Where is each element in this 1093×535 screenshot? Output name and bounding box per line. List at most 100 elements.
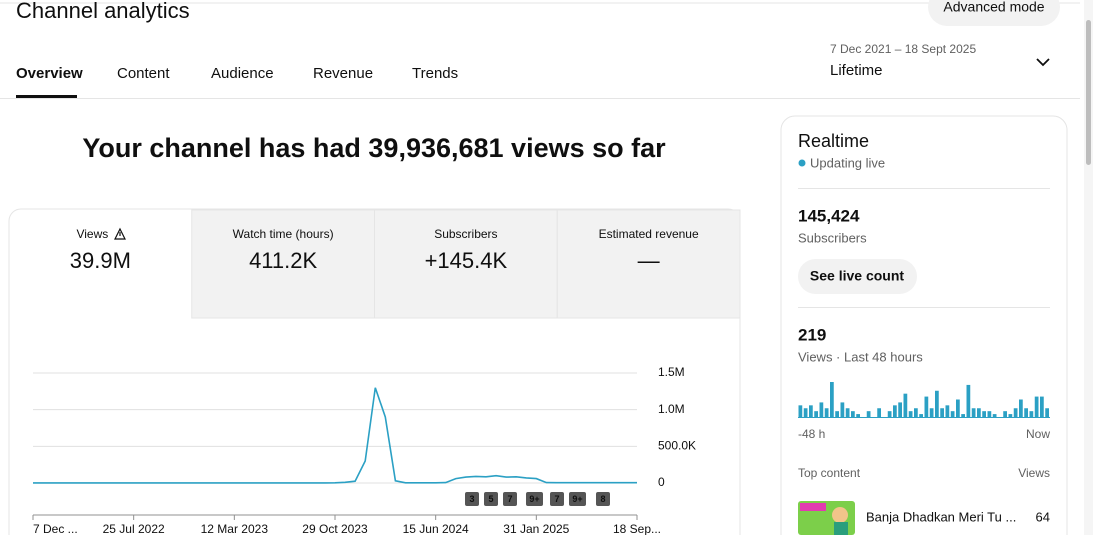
realtime-bar <box>814 411 818 417</box>
thumbnail-art <box>832 507 848 523</box>
annotation-count[interactable]: 8 <box>600 494 605 504</box>
realtime-bar <box>845 408 850 417</box>
realtime-bar <box>982 411 986 417</box>
realtime-bar <box>956 399 960 417</box>
metric-tab[interactable] <box>191 209 375 319</box>
live-count-button[interactable] <box>798 259 917 294</box>
annotation-count[interactable]: 5 <box>488 494 493 504</box>
tab[interactable]: Revenue <box>313 65 373 82</box>
realtime-views: 219 <box>798 325 826 344</box>
realtime-bar <box>835 411 839 417</box>
scrollbar-thumb[interactable] <box>1086 20 1091 165</box>
realtime-bar <box>856 414 860 417</box>
realtime-bar <box>903 393 908 417</box>
realtime-bar <box>798 405 803 417</box>
active-tab-underline <box>16 95 77 98</box>
realtime-bar <box>1008 414 1013 417</box>
realtime-bar <box>1003 411 1007 417</box>
x-tick-label: 25 Jul 2022 <box>103 522 165 535</box>
realtime-bar <box>992 414 997 417</box>
annotation-count[interactable]: 7 <box>554 494 559 504</box>
x-tick-label: 15 Jun 2024 <box>403 522 469 535</box>
annotation-count[interactable]: 3 <box>469 494 474 504</box>
live-count-label[interactable]: See live count <box>810 268 904 284</box>
tab[interactable]: Audience <box>211 65 274 82</box>
annotation-badge[interactable] <box>569 492 586 506</box>
live-dot <box>798 159 806 167</box>
realtime-end: Now <box>1026 427 1050 441</box>
advanced-button-label[interactable]: Advanced mode <box>943 0 1044 15</box>
realtime-bar <box>966 384 971 417</box>
thumbnail-art <box>800 503 826 511</box>
realtime-bar <box>1045 408 1049 417</box>
x-tick-label: 29 Oct 2023 <box>302 522 368 535</box>
realtime-views-label: Views · Last 48 hours <box>798 349 923 364</box>
realtime-bar <box>851 411 855 417</box>
metric-label: Watch time (hours) <box>233 227 334 241</box>
realtime-title: Realtime <box>798 131 869 151</box>
annotation-count[interactable]: 7 <box>507 494 512 504</box>
realtime-start: -48 h <box>798 427 825 441</box>
tab[interactable]: Trends <box>412 65 458 82</box>
realtime-bar <box>950 411 955 417</box>
realtime-bar <box>1029 411 1034 417</box>
annotation-count[interactable]: 9+ <box>572 494 582 504</box>
realtime-bar <box>1013 408 1018 417</box>
realtime-bar <box>1040 396 1044 417</box>
tab[interactable]: Content <box>117 65 170 82</box>
annotation-badge[interactable] <box>484 492 498 506</box>
realtime-bar <box>866 411 871 417</box>
x-tick-label: 12 Mar 2023 <box>201 522 269 535</box>
realtime-bar <box>977 408 981 417</box>
y-tick-label: 0 <box>658 475 665 489</box>
annotation-badge[interactable] <box>550 492 564 506</box>
realtime-bar <box>987 411 992 417</box>
annotation-badge[interactable] <box>465 492 479 506</box>
realtime-bar <box>908 411 913 417</box>
x-tick-label: 18 Sep... <box>613 522 661 535</box>
scrollbar-track <box>1084 0 1093 535</box>
headline: Your channel has had 39,936,681 views so… <box>82 133 666 163</box>
metric-label: Views <box>76 227 108 241</box>
realtime-bar <box>1034 396 1039 417</box>
dropdown-chevron[interactable] <box>1036 58 1050 67</box>
realtime-bar <box>1024 408 1028 417</box>
y-tick-label: 1.0M <box>658 402 685 416</box>
metric-tab[interactable] <box>374 209 558 319</box>
overview-chart: 0 500.0K 1.0M 1.5M 7 Dec ... 25 Jul 2022 12 Ma… <box>32 365 696 535</box>
annotation-badge[interactable] <box>596 492 610 506</box>
realtime-bar <box>840 402 845 417</box>
top-content-title[interactable]: Banja Dhadkan Meri Tu ... <box>866 509 1016 524</box>
annotation-badge[interactable] <box>503 492 517 506</box>
views-line <box>33 387 637 484</box>
thumbnail[interactable] <box>798 501 855 535</box>
realtime-bar <box>945 405 950 417</box>
realtime-bar <box>809 405 813 417</box>
x-tick-label: 31 Jan 2025 <box>503 522 569 535</box>
advanced-button[interactable] <box>928 0 1060 26</box>
date-range: 7 Dec 2021 – 18 Sept 2025 <box>830 42 976 56</box>
top-content-views: 64 <box>1036 509 1050 524</box>
metrics: Views 39.9M Watch time (hours) 411.2K Subscr… <box>70 209 741 319</box>
top-content-label: Top content <box>798 466 861 480</box>
period[interactable]: Lifetime <box>830 62 883 79</box>
annotation-badge[interactable] <box>526 492 543 506</box>
realtime-bar <box>935 390 939 417</box>
realtime-bar <box>824 408 829 417</box>
metric-tab[interactable] <box>556 209 741 319</box>
y-tick-label: 1.5M <box>658 365 685 379</box>
metric-value: — <box>638 248 660 273</box>
tab[interactable]: Overview <box>16 65 83 82</box>
realtime-bar <box>914 408 918 417</box>
realtime-chart <box>798 382 1050 418</box>
views-header: Views <box>1018 466 1050 480</box>
y-tick-label: 500.0K <box>658 439 696 453</box>
metric-value: +145.4K <box>425 248 508 273</box>
page-title: Channel analytics <box>16 0 190 23</box>
metric-value: 411.2K <box>249 248 317 273</box>
realtime-card <box>780 115 1068 535</box>
metric-label: Subscribers <box>434 227 497 241</box>
annotation-count[interactable]: 9+ <box>529 494 539 504</box>
